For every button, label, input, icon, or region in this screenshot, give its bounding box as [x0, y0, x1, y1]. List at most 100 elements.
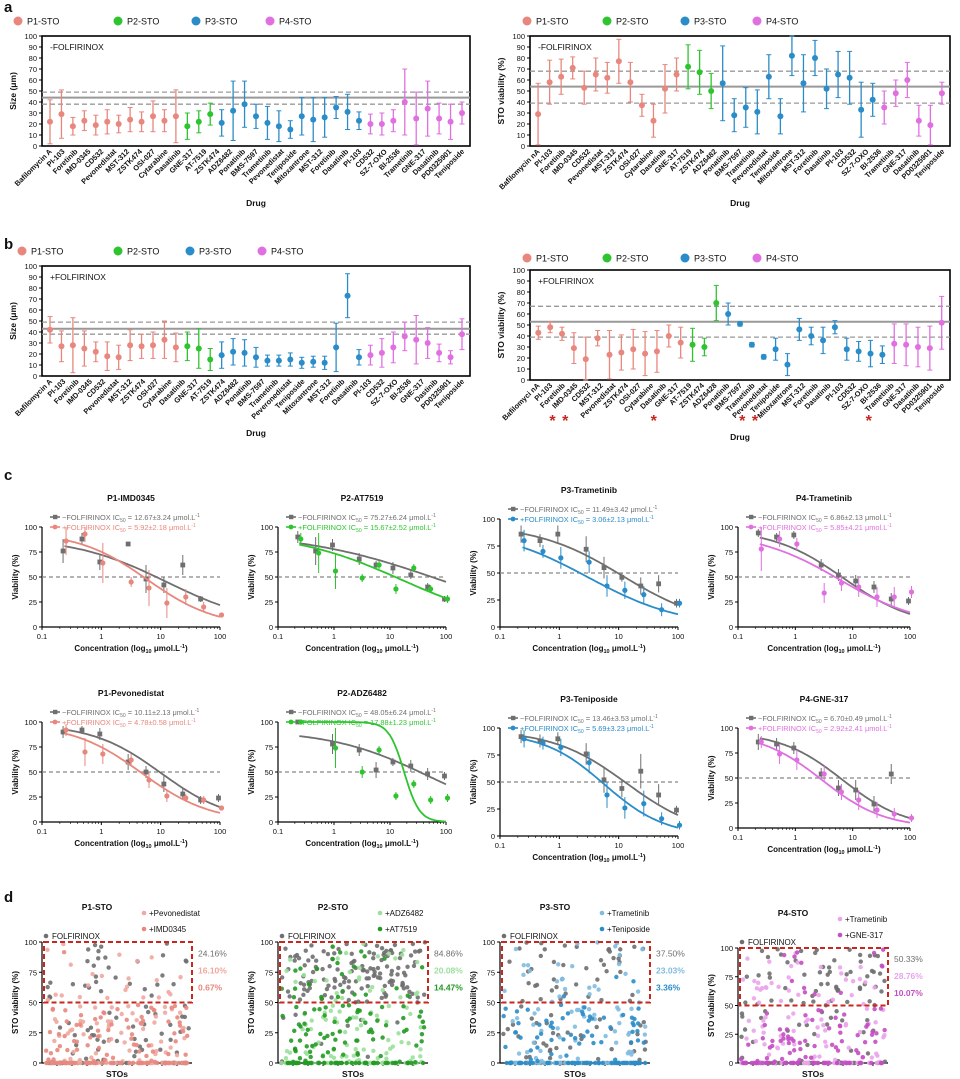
chart-title: P2-ADZ6482 [337, 688, 387, 698]
y-tick-label: 50 [725, 1002, 733, 1011]
data-point [774, 741, 779, 747]
legend-marker [748, 524, 754, 530]
fit-curve [299, 543, 447, 600]
data-point [125, 759, 131, 765]
data-point [532, 1011, 537, 1016]
data-point [393, 586, 399, 592]
data-point [96, 948, 101, 954]
data-point [831, 324, 838, 331]
significance-star: * [651, 413, 658, 430]
legend-sup: -1 [431, 513, 436, 519]
legend-marker [53, 709, 58, 715]
legend-rest: = 3.06±2.13 μmol.L [584, 515, 650, 524]
data-point [128, 579, 134, 585]
data-point [746, 1042, 751, 1047]
legend-rest: = 13.46±3.53 μmol.L [584, 714, 654, 723]
x-tick-label: 1 [793, 833, 797, 842]
data-point [776, 751, 783, 757]
condition-label: +FOLFIRINOX [50, 272, 106, 282]
data-point [789, 978, 795, 984]
data-point [538, 996, 543, 1002]
data-point [389, 982, 395, 988]
data-point [127, 981, 133, 986]
data-point [109, 1060, 115, 1066]
data-point [230, 348, 237, 355]
chart-title: P4-Trametinib [796, 493, 852, 503]
legend-sup: -1 [887, 513, 892, 519]
data-point [835, 1048, 841, 1053]
legend-marker [43, 933, 49, 939]
chart-title: P1-Pevonedistat [98, 688, 164, 698]
x-tick-label: 10 [848, 833, 856, 842]
significance-star: * [752, 413, 759, 430]
data-point [812, 992, 817, 997]
data-point [216, 795, 221, 801]
data-point [135, 1002, 141, 1008]
y-tick-label: 20 [517, 120, 525, 129]
data-point [55, 1047, 60, 1053]
data-point [134, 1042, 139, 1048]
y-tick-label: 25 [265, 793, 273, 802]
data-point [544, 1018, 549, 1023]
data-point [90, 971, 95, 977]
data-point [291, 994, 297, 1000]
data-point [384, 1056, 389, 1061]
chart-c4: 0 25 50 75 100 0.1 1 10 100 −FOLFIRINOX IC50 = 6.… [707, 493, 916, 655]
data-point [106, 965, 111, 970]
data-point [399, 1039, 404, 1045]
data-point [673, 71, 680, 78]
data-point [172, 1031, 177, 1036]
data-point [171, 1060, 176, 1066]
data-point [823, 1039, 828, 1045]
data-point [349, 1060, 355, 1066]
data-point [554, 984, 559, 990]
data-point [375, 954, 381, 959]
x-tick-label: 1 [557, 841, 561, 850]
legend-text: −FOLFIRINOX IC50 = 75.27±6.24 μmol.L-1 [298, 513, 436, 524]
data-point [175, 1015, 180, 1020]
chart-title: P1-STO [82, 902, 113, 912]
data-point [161, 781, 167, 787]
data-point [591, 1040, 596, 1046]
data-point [626, 1032, 631, 1037]
data-point [390, 117, 397, 124]
y-tick-label: 70 [29, 295, 37, 304]
legend-label: P1-STO [536, 254, 568, 264]
data-point [782, 952, 787, 958]
data-point [745, 956, 750, 961]
y-tick-label: 20 [29, 120, 37, 129]
legend-label: P1-STO [31, 247, 63, 257]
data-point [927, 122, 934, 129]
data-point [98, 1015, 103, 1020]
data-point [618, 947, 623, 952]
data-point [330, 944, 335, 949]
data-point [641, 801, 647, 807]
data-point [871, 801, 877, 807]
data-point [172, 113, 179, 120]
data-point [792, 954, 797, 959]
data-point [332, 568, 339, 574]
data-point [554, 1045, 559, 1051]
data-point [336, 946, 341, 952]
data-point [555, 1026, 560, 1031]
data-point [328, 1008, 334, 1014]
data-point [528, 1048, 533, 1053]
legend-sup: -1 [653, 505, 658, 511]
data-point [168, 1045, 173, 1050]
data-point [109, 1022, 114, 1027]
data-point [537, 538, 543, 543]
data-point [218, 805, 225, 811]
data-point [386, 1037, 391, 1043]
data-point [613, 1040, 619, 1045]
data-point [78, 1018, 83, 1024]
data-point [418, 1009, 424, 1014]
data-point [742, 104, 749, 111]
data-point [516, 1021, 521, 1026]
data-point [380, 988, 385, 993]
data-point [838, 1030, 843, 1035]
data-point [559, 330, 566, 337]
data-point [304, 1051, 310, 1057]
legend-rest: = 5.85±4.21 μmol.L [822, 523, 888, 532]
